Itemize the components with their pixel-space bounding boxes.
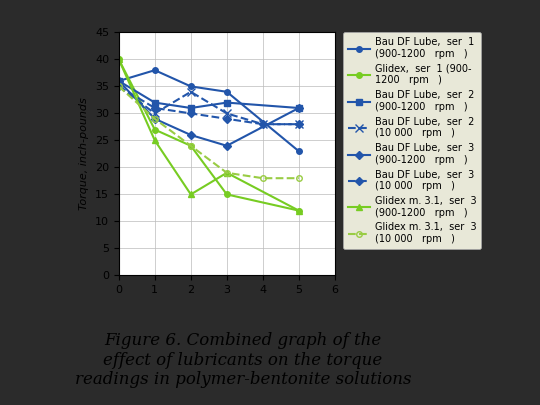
Glidex,  ser  1 (900-
1200   rpm   ) <box>295 208 302 213</box>
Text: Figure 6. Combined graph of the
effect of lubricants on the torque
readings in p: Figure 6. Combined graph of the effect o… <box>75 332 411 388</box>
Bau DF Lube,  ser  2
(900-1200   rpm   ) <box>152 100 158 105</box>
Bau DF Lube,  ser  3
(10 000   rpm   ) <box>152 106 158 111</box>
Bau DF Lube,  ser  3
(10 000   rpm   ) <box>116 84 122 89</box>
Bau DF Lube,  ser  3
(900-1200   rpm   ) <box>295 106 302 111</box>
Glidex m. 3.1,  ser  3
(10 000   rpm   ) <box>295 176 302 181</box>
Y-axis label: Torque, inch-pounds: Torque, inch-pounds <box>79 98 90 210</box>
Bau DF Lube,  ser  1
(900-1200   rpm   ) <box>295 149 302 153</box>
Glidex m. 3.1,  ser  3
(10 000   rpm   ) <box>187 143 194 148</box>
Line: Glidex,  ser  1 (900-
1200   rpm   ): Glidex, ser 1 (900- 1200 rpm ) <box>116 57 301 213</box>
Line: Bau DF Lube,  ser  1
(900-1200   rpm   ): Bau DF Lube, ser 1 (900-1200 rpm ) <box>116 67 301 154</box>
Legend: Bau DF Lube,  ser  1
(900-1200   rpm   ), Glidex,  ser  1 (900-
1200   rpm   ), : Bau DF Lube, ser 1 (900-1200 rpm ), Glid… <box>343 32 481 249</box>
Bau DF Lube,  ser  2
(10 000   rpm   ) <box>116 84 122 89</box>
Bau DF Lube,  ser  3
(10 000   rpm   ) <box>295 122 302 127</box>
Bau DF Lube,  ser  2
(10 000   rpm   ) <box>224 111 230 116</box>
Glidex m. 3.1,  ser  3
(900-1200   rpm   ) <box>187 192 194 197</box>
Bau DF Lube,  ser  1
(900-1200   rpm   ) <box>116 79 122 83</box>
Line: Bau DF Lube,  ser  2
(10 000   rpm   ): Bau DF Lube, ser 2 (10 000 rpm ) <box>114 82 303 128</box>
Glidex m. 3.1,  ser  3
(10 000   rpm   ) <box>224 171 230 175</box>
Bau DF Lube,  ser  3
(900-1200   rpm   ) <box>116 79 122 83</box>
Glidex m. 3.1,  ser  3
(900-1200   rpm   ) <box>152 138 158 143</box>
Bau DF Lube,  ser  2
(10 000   rpm   ) <box>260 122 266 127</box>
Line: Glidex m. 3.1,  ser  3
(900-1200   rpm   ): Glidex m. 3.1, ser 3 (900-1200 rpm ) <box>116 56 302 214</box>
Bau DF Lube,  ser  3
(10 000   rpm   ) <box>260 122 266 127</box>
Line: Bau DF Lube,  ser  2
(900-1200   rpm   ): Bau DF Lube, ser 2 (900-1200 rpm ) <box>116 78 301 111</box>
Bau DF Lube,  ser  1
(900-1200   rpm   ) <box>224 90 230 94</box>
Line: Bau DF Lube,  ser  3
(10 000   rpm   ): Bau DF Lube, ser 3 (10 000 rpm ) <box>116 83 301 127</box>
Bau DF Lube,  ser  2
(900-1200   rpm   ) <box>116 79 122 83</box>
Bau DF Lube,  ser  2
(10 000   rpm   ) <box>295 122 302 127</box>
Bau DF Lube,  ser  3
(900-1200   rpm   ) <box>224 143 230 148</box>
Bau DF Lube,  ser  2
(900-1200   rpm   ) <box>295 106 302 111</box>
Bau DF Lube,  ser  2
(900-1200   rpm   ) <box>187 106 194 111</box>
Glidex m. 3.1,  ser  3
(10 000   rpm   ) <box>260 176 266 181</box>
Glidex,  ser  1 (900-
1200   rpm   ) <box>152 127 158 132</box>
Glidex m. 3.1,  ser  3
(10 000   rpm   ) <box>116 84 122 89</box>
Glidex m. 3.1,  ser  3
(900-1200   rpm   ) <box>116 57 122 62</box>
Bau DF Lube,  ser  1
(900-1200   rpm   ) <box>187 84 194 89</box>
Bau DF Lube,  ser  2
(10 000   rpm   ) <box>187 90 194 94</box>
Glidex m. 3.1,  ser  3
(10 000   rpm   ) <box>152 116 158 121</box>
Bau DF Lube,  ser  3
(10 000   rpm   ) <box>224 116 230 121</box>
Bau DF Lube,  ser  3
(10 000   rpm   ) <box>187 111 194 116</box>
Glidex m. 3.1,  ser  3
(900-1200   rpm   ) <box>295 208 302 213</box>
Bau DF Lube,  ser  2
(900-1200   rpm   ) <box>224 100 230 105</box>
Glidex,  ser  1 (900-
1200   rpm   ) <box>224 192 230 197</box>
Glidex,  ser  1 (900-
1200   rpm   ) <box>187 143 194 148</box>
Line: Glidex m. 3.1,  ser  3
(10 000   rpm   ): Glidex m. 3.1, ser 3 (10 000 rpm ) <box>116 83 301 181</box>
Bau DF Lube,  ser  3
(900-1200   rpm   ) <box>152 116 158 121</box>
Line: Bau DF Lube,  ser  3
(900-1200   rpm   ): Bau DF Lube, ser 3 (900-1200 rpm ) <box>116 78 301 149</box>
Bau DF Lube,  ser  1
(900-1200   rpm   ) <box>152 68 158 72</box>
Bau DF Lube,  ser  3
(900-1200   rpm   ) <box>187 132 194 137</box>
Bau DF Lube,  ser  2
(10 000   rpm   ) <box>152 111 158 116</box>
Glidex,  ser  1 (900-
1200   rpm   ) <box>116 57 122 62</box>
Glidex m. 3.1,  ser  3
(900-1200   rpm   ) <box>224 171 230 175</box>
